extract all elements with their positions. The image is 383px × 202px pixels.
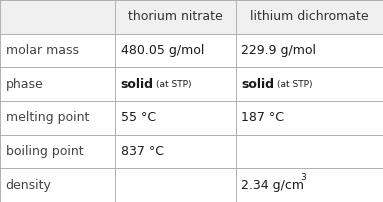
Text: solid: solid [241,78,274,91]
Text: phase: phase [6,78,44,91]
Text: 187 °C: 187 °C [241,111,284,124]
Text: lithium dichromate: lithium dichromate [250,10,368,23]
Text: molar mass: molar mass [6,44,79,57]
Text: 2.34 g/cm: 2.34 g/cm [241,179,304,192]
Text: 837 °C: 837 °C [121,145,164,158]
Text: (at STP): (at STP) [156,80,192,89]
Text: thorium nitrate: thorium nitrate [128,10,223,23]
Text: 229.9 g/mol: 229.9 g/mol [241,44,316,57]
Text: 55 °C: 55 °C [121,111,156,124]
Text: 3: 3 [301,173,306,182]
Text: density: density [6,179,52,192]
Text: melting point: melting point [6,111,89,124]
Text: solid: solid [121,78,154,91]
Text: boiling point: boiling point [6,145,83,158]
Text: 480.05 g/mol: 480.05 g/mol [121,44,204,57]
Bar [0,0,383,34]
Text: (at STP): (at STP) [277,80,312,89]
